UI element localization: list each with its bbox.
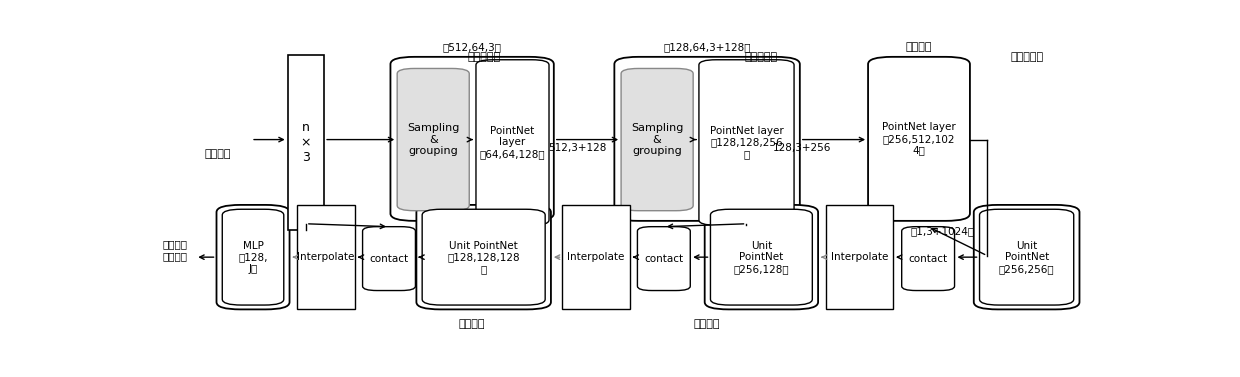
Text: （512,64,3）: （512,64,3） — [443, 42, 502, 52]
Text: Sampling
&
grouping: Sampling & grouping — [407, 123, 459, 156]
Text: 点特征传播: 点特征传播 — [467, 52, 500, 62]
FancyBboxPatch shape — [614, 57, 800, 221]
FancyBboxPatch shape — [362, 227, 415, 291]
Text: Interpolate: Interpolate — [831, 252, 888, 262]
FancyBboxPatch shape — [476, 60, 549, 225]
Text: 点云抽象: 点云抽象 — [459, 319, 485, 329]
FancyBboxPatch shape — [699, 60, 794, 225]
Text: 128,3+256: 128,3+256 — [773, 143, 831, 153]
Text: PointNet layer
（128,128,256
）: PointNet layer （128,128,256 ） — [709, 126, 784, 159]
FancyBboxPatch shape — [637, 227, 691, 291]
Text: PointNet layer
（256,512,102
4）: PointNet layer （256,512,102 4） — [882, 122, 956, 155]
FancyBboxPatch shape — [222, 209, 284, 305]
FancyBboxPatch shape — [217, 205, 290, 310]
FancyBboxPatch shape — [391, 57, 554, 221]
Text: 512,3+128: 512,3+128 — [548, 143, 608, 153]
FancyBboxPatch shape — [704, 205, 818, 310]
FancyBboxPatch shape — [868, 57, 970, 221]
FancyBboxPatch shape — [621, 69, 693, 211]
Text: 点特征传播: 点特征传播 — [745, 52, 777, 62]
Text: （128,64,3+128）: （128,64,3+128） — [663, 42, 751, 52]
FancyBboxPatch shape — [973, 205, 1080, 310]
Text: contact: contact — [370, 254, 408, 264]
Bar — [563, 205, 630, 310]
Bar — [288, 55, 324, 230]
Text: 点云抽象: 点云抽象 — [905, 42, 932, 52]
Text: Unit PointNet
（128,128,128
）: Unit PointNet （128,128,128 ） — [448, 241, 520, 274]
Text: Interpolate: Interpolate — [298, 252, 355, 262]
Bar — [298, 205, 355, 310]
Text: 点云抽象: 点云抽象 — [694, 319, 720, 329]
Text: （1,3+1024）: （1,3+1024） — [911, 226, 975, 236]
Text: Interpolate: Interpolate — [568, 252, 625, 262]
Text: Unit
PointNet
（256,256）: Unit PointNet （256,256） — [998, 241, 1054, 274]
Text: 输入点云: 输入点云 — [205, 149, 232, 159]
Text: PointNet
layer
（64,64,128）: PointNet layer （64,64,128） — [480, 126, 546, 159]
FancyBboxPatch shape — [711, 209, 812, 305]
FancyBboxPatch shape — [422, 209, 546, 305]
Text: 输出逐点
分类标签: 输出逐点 分类标签 — [162, 239, 187, 261]
Text: MLP
（128,
J）: MLP （128, J） — [238, 241, 268, 274]
Text: Unit
PointNet
（256,128）: Unit PointNet （256,128） — [734, 241, 789, 274]
FancyBboxPatch shape — [397, 69, 469, 211]
FancyBboxPatch shape — [980, 209, 1074, 305]
FancyBboxPatch shape — [417, 205, 551, 310]
Text: n
×
3: n × 3 — [300, 121, 311, 164]
Text: 点特征传播: 点特征传播 — [1011, 52, 1043, 62]
Text: Sampling
&
grouping: Sampling & grouping — [631, 123, 683, 156]
Bar — [826, 205, 893, 310]
FancyBboxPatch shape — [901, 227, 955, 291]
Text: contact: contact — [645, 254, 683, 264]
Text: contact: contact — [909, 254, 947, 264]
